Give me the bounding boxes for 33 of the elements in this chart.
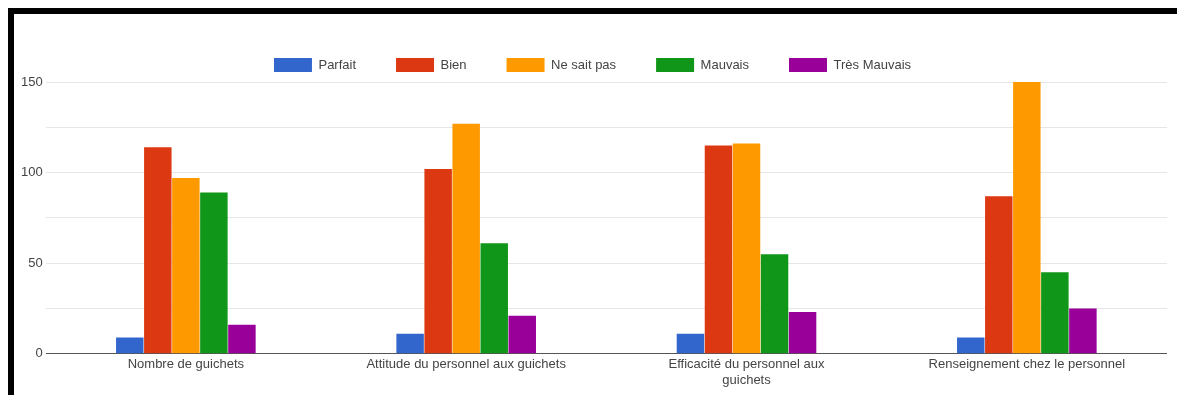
x-tick-label: Attitude du personnel aux guichets bbox=[366, 356, 567, 372]
bar bbox=[172, 178, 200, 354]
x-tick-label: Renseignement chez le personnel bbox=[928, 356, 1126, 372]
bar bbox=[144, 147, 172, 354]
y-tick-label: 100 bbox=[20, 164, 43, 180]
bar bbox=[760, 254, 789, 354]
x-tick-label: Efficacité du personnel aux guichets bbox=[668, 356, 825, 387]
y-tick-label: 0 bbox=[35, 345, 43, 361]
y-tick-label: 50 bbox=[28, 254, 43, 270]
bar bbox=[704, 145, 733, 354]
bar bbox=[732, 143, 761, 354]
bar bbox=[1041, 272, 1069, 354]
bar bbox=[508, 315, 536, 354]
legend-label: Ne sait pas bbox=[551, 56, 617, 72]
bar bbox=[985, 196, 1013, 354]
bar bbox=[676, 333, 705, 354]
bar bbox=[116, 337, 144, 354]
bar bbox=[200, 192, 228, 354]
legend-label: Bien bbox=[440, 56, 467, 72]
bar bbox=[957, 337, 985, 354]
legend-label: Mauvais bbox=[700, 56, 750, 72]
bar bbox=[1069, 308, 1097, 354]
bar bbox=[480, 243, 508, 354]
y-tick-label: 150 bbox=[20, 73, 43, 89]
bar bbox=[1013, 82, 1041, 354]
bar bbox=[788, 312, 817, 354]
bar bbox=[452, 123, 480, 354]
bar bbox=[396, 333, 424, 354]
bar bbox=[424, 168, 452, 354]
x-tick-label: Nombre de guichets bbox=[127, 356, 245, 372]
legend-label: Très Mauvais bbox=[833, 56, 912, 72]
bar bbox=[228, 324, 256, 354]
legend-label: Parfait bbox=[318, 56, 357, 72]
